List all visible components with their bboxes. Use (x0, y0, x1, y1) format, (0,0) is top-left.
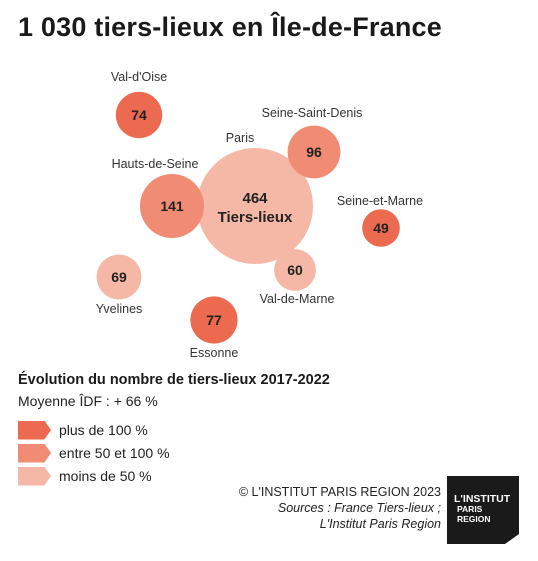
legend-swatch (18, 420, 51, 440)
bubble-label: Essonne (190, 346, 239, 360)
bubble-value: 69 (111, 269, 127, 285)
logo-line-1: L'INSTITUT (454, 493, 511, 505)
legend-subtitle: Moyenne ÎDF : + 66 % (18, 393, 158, 409)
bubble-chart: 464 Tiers-lieux Paris 141 Hauts-de-Seine 96 Se… (96, 70, 423, 360)
legend-swatch (18, 443, 51, 463)
bubble-label: Paris (226, 131, 254, 145)
bubble-label: Seine-Saint-Denis (262, 106, 363, 120)
bubble-paris (197, 148, 313, 264)
bubble-hauts-de-seine (140, 174, 204, 238)
bubble-val-de-marne (274, 249, 316, 291)
bubble-value: 77 (206, 312, 222, 328)
credit-copyright: © L'INSTITUT PARIS REGION 2023 (238, 485, 441, 499)
legend-title: Évolution du nombre de tiers-lieux 2017-… (18, 372, 330, 388)
bubble-val-d-oise (115, 91, 163, 139)
bubble-label: Hauts-de-Seine (112, 157, 199, 171)
bubble-yvelines (96, 254, 142, 300)
page-title: 1 030 tiers-lieux en Île-de-France (18, 12, 442, 42)
bubble-value: 74 (131, 107, 147, 123)
bubble-label: Yvelines (96, 302, 143, 316)
bubble-value: 60 (287, 262, 303, 278)
legend-item-moins-50: moins de 50 % (18, 466, 152, 486)
bubble-label: Seine-et-Marne (337, 194, 423, 208)
legend-item-50-100: entre 50 et 100 % (18, 443, 170, 463)
logo-text: L'INSTITUT PARIS REGION (454, 494, 510, 524)
legend-label: moins de 50 % (59, 468, 152, 484)
logo-line-2: PARIS (457, 504, 483, 514)
legend-swatch (18, 466, 51, 486)
credit-block: © L'INSTITUT PARIS REGION 2023 Sources :… (239, 484, 441, 532)
logo-line-3: REGION (457, 513, 491, 524)
bubble-seine-et-marne (362, 209, 400, 247)
legend-label: plus de 100 % (59, 422, 148, 438)
legend-label: entre 50 et 100 % (59, 445, 170, 461)
bubble-value: 96 (306, 144, 322, 160)
bubble-label: Val-d'Oise (111, 70, 167, 84)
bubble-value-paris: 464 (242, 190, 268, 207)
bubble-essonne (190, 296, 238, 344)
legend-item-plus-100: plus de 100 % (18, 420, 148, 440)
bubble-value: 141 (160, 198, 184, 214)
credit-sources: Sources : France Tiers-lieux ; (277, 501, 441, 515)
bubble-value: 49 (373, 220, 389, 236)
credit-sources-cont: L'Institut Paris Region (319, 517, 441, 531)
bubble-label: Val-de-Marne (260, 292, 335, 306)
bubble-unit-label: Tiers-lieux (218, 209, 293, 226)
bubble-seine-saint-denis (287, 125, 341, 179)
institut-logo (447, 476, 519, 544)
